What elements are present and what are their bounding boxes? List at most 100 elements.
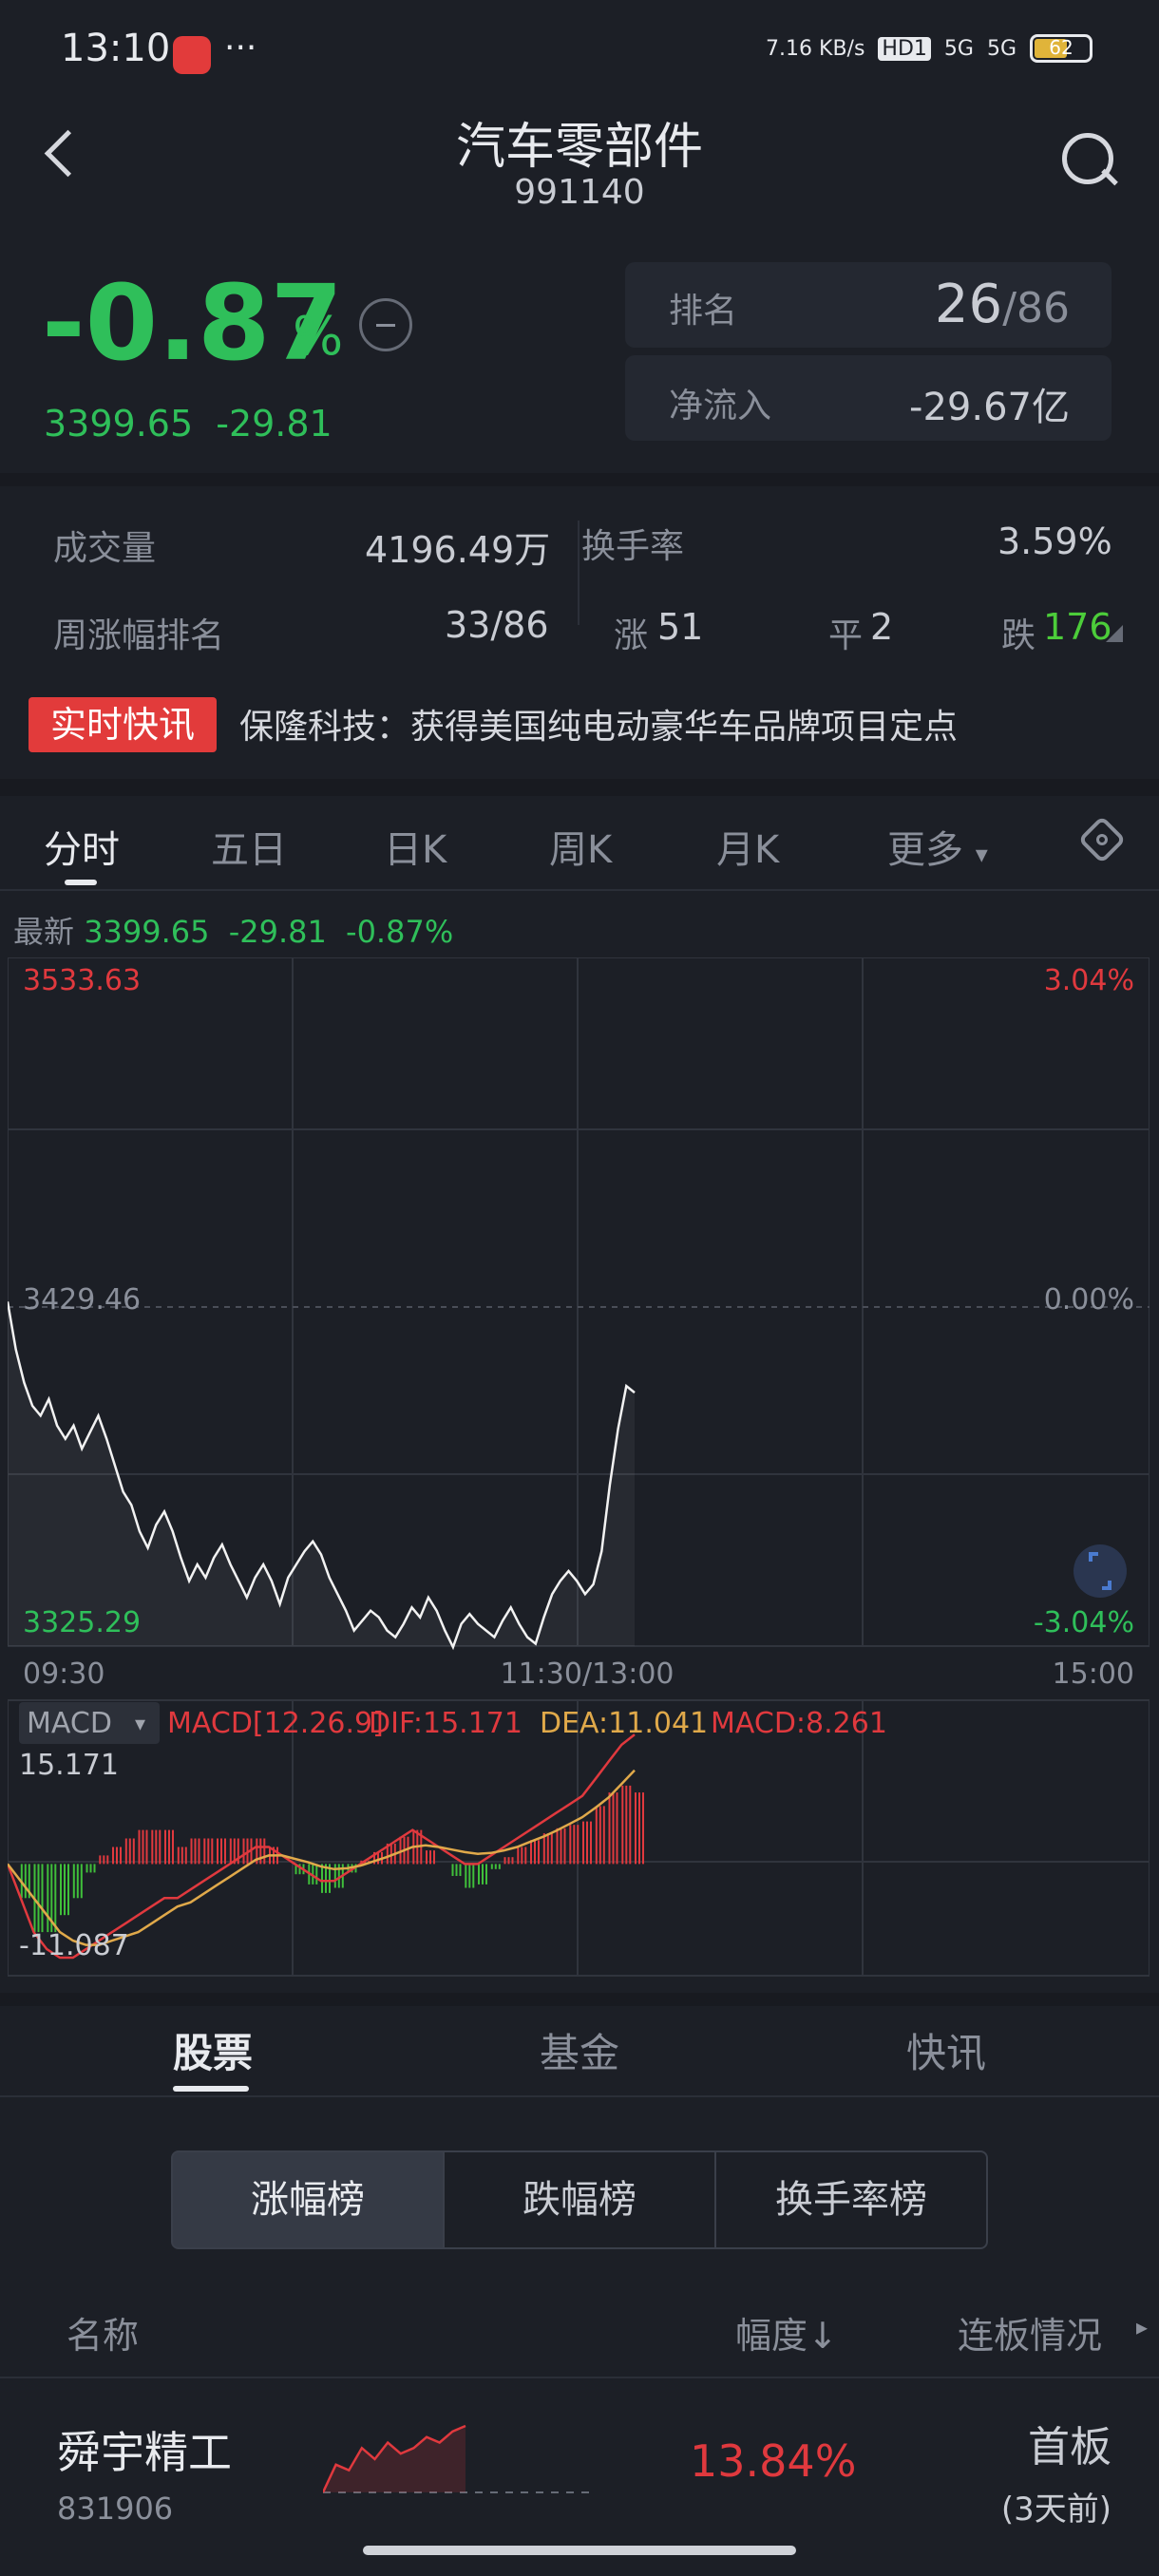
macd-bar xyxy=(337,1864,340,1888)
latest-price: 3399.65 xyxy=(84,914,210,950)
tab-intraday[interactable]: 分时 xyxy=(44,828,120,872)
macd-bar xyxy=(517,1847,520,1865)
divider xyxy=(0,2377,1159,2378)
col-board[interactable]: 连板情况 xyxy=(958,2315,1103,2357)
tab-monthly-k[interactable]: 月K xyxy=(716,828,780,872)
home-indicator[interactable] xyxy=(363,2546,796,2555)
macd-bar xyxy=(89,1864,92,1873)
fullscreen-button[interactable] xyxy=(1074,1544,1127,1598)
segment-turnover[interactable]: 换手率榜 xyxy=(714,2150,988,2249)
macd-bar xyxy=(494,1864,497,1869)
x-label-midday: 11:30/13:00 xyxy=(500,1657,674,1691)
macd-bar xyxy=(28,1864,30,1899)
stock-code: 831906 xyxy=(57,2491,174,2527)
macd-bar xyxy=(556,1828,559,1865)
macd-bar xyxy=(159,1829,162,1865)
macd-top-label: 15.171 xyxy=(19,1749,119,1782)
battery-level: 62 xyxy=(1049,36,1074,59)
segment-gainers[interactable]: 涨幅榜 xyxy=(171,2150,445,2249)
divider xyxy=(0,889,1159,891)
macd-bar xyxy=(76,1864,79,1899)
macd-bar xyxy=(325,1864,327,1893)
macd-bar xyxy=(608,1792,611,1865)
settings-icon-center xyxy=(1096,834,1108,845)
app-notification-icon xyxy=(173,36,211,74)
intraday-chart[interactable]: 3533.63 3429.46 3325.29 3.04% 0.00% -3.0… xyxy=(8,957,1150,1993)
scroll-right-icon[interactable]: ▸ xyxy=(1136,2314,1149,2340)
chart-grid xyxy=(8,957,1150,1647)
macd-bar xyxy=(590,1821,592,1865)
macd-bar xyxy=(256,1838,258,1865)
macd-bar xyxy=(184,1847,187,1865)
macd-bar xyxy=(233,1838,236,1865)
macd-bar xyxy=(106,1855,109,1865)
percent-sign: % xyxy=(293,306,344,368)
tab-five-day[interactable]: 五日 xyxy=(211,828,287,872)
macd-bar xyxy=(194,1838,197,1865)
tab-flash-news[interactable]: 快讯 xyxy=(906,2030,987,2076)
net-flow-value: -29.67亿 xyxy=(909,386,1070,429)
board-status: 首板 xyxy=(1028,2423,1112,2472)
signal-icon-1: 5G xyxy=(943,36,974,61)
news-headline[interactable]: 保隆科技：获得美国纯电动豪华车品牌项目定点 xyxy=(239,708,959,747)
price-line: 3399.65 -29.81 xyxy=(44,403,332,445)
macd-bar xyxy=(577,1825,580,1865)
rank-box[interactable]: 排名 26/86 xyxy=(625,262,1112,348)
macd-bar xyxy=(377,1851,379,1865)
expand-icon xyxy=(1089,1552,1112,1590)
macd-bar xyxy=(407,1836,409,1865)
list-item[interactable]: 舜宇精工 831906 13.84% 首板 (3天前) xyxy=(0,2378,1159,2530)
macd-bar xyxy=(490,1864,493,1869)
latest-label: 最新 xyxy=(13,914,75,950)
macd-bar xyxy=(333,1864,336,1888)
macd-bar xyxy=(595,1806,598,1865)
minus-circle-icon[interactable] xyxy=(359,298,412,351)
macd-bar xyxy=(207,1838,210,1865)
macd-bar xyxy=(507,1857,510,1865)
hd-icon: HD1 xyxy=(878,36,931,61)
net-flow-box[interactable]: 净流入 -29.67亿 xyxy=(625,355,1112,441)
macd-bar xyxy=(259,1838,262,1865)
tab-weekly-k[interactable]: 周K xyxy=(549,828,613,872)
macd-bar xyxy=(390,1843,392,1865)
macd-bar xyxy=(612,1792,615,1865)
pct-top-label: 3.04% xyxy=(1044,964,1134,997)
tab-funds[interactable]: 基金 xyxy=(540,2030,620,2076)
macd-bar xyxy=(451,1864,454,1876)
up-label: 涨 xyxy=(614,616,649,655)
segment-losers[interactable]: 跌幅榜 xyxy=(443,2150,716,2249)
macd-bar xyxy=(312,1864,314,1885)
macd-bar xyxy=(229,1838,232,1865)
macd-bar xyxy=(99,1855,102,1865)
turnover-value: 3.59% xyxy=(998,521,1112,562)
search-icon[interactable] xyxy=(1062,133,1113,184)
macd-bar xyxy=(294,1864,297,1875)
tab-more-label: 更多 xyxy=(887,828,963,872)
divider xyxy=(0,473,1159,486)
macd-bar xyxy=(124,1838,127,1865)
macd-bar xyxy=(142,1829,144,1865)
index-change: -29.81 xyxy=(216,403,332,445)
macd-bar xyxy=(560,1828,562,1865)
macd-bar xyxy=(180,1847,183,1865)
indicator-selector[interactable] xyxy=(19,1702,160,1744)
more-notifications-icon: ··· xyxy=(224,28,257,67)
rank-number: 26 xyxy=(934,274,1003,335)
col-range[interactable]: 幅度↓ xyxy=(735,2315,838,2357)
macd-bar xyxy=(459,1864,462,1876)
macd-bar xyxy=(37,1864,40,1933)
macd-bar xyxy=(80,1864,83,1899)
macd-bar xyxy=(60,1864,62,1916)
tab-daily-k[interactable]: 日K xyxy=(384,828,447,872)
macd-bar xyxy=(103,1855,105,1865)
news-badge: 实时快讯 xyxy=(28,697,217,752)
indicator-caret-icon: ▾ xyxy=(135,1713,145,1736)
sector-code: 991140 xyxy=(514,173,645,212)
tab-stocks[interactable]: 股票 xyxy=(173,2030,254,2076)
macd-bar xyxy=(485,1864,487,1885)
tab-more[interactable]: 更多 ▾ xyxy=(887,819,988,874)
flat-count: 2 xyxy=(870,606,894,648)
indicator-name: MACD xyxy=(27,1707,112,1740)
sparkline xyxy=(323,2424,589,2493)
macd-bar xyxy=(530,1840,532,1865)
